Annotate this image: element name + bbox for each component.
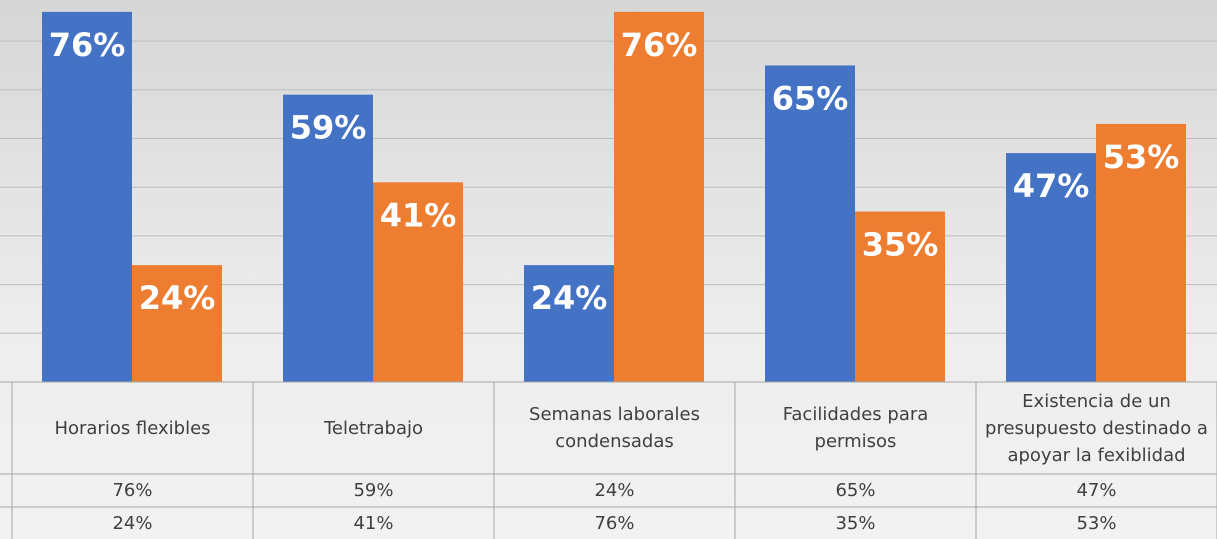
bar (373, 182, 463, 382)
data-label: 24% (139, 279, 216, 317)
table-category: Teletrabajo (323, 417, 424, 439)
data-label: 76% (49, 26, 126, 64)
bar (132, 265, 222, 382)
table-value: 59% (353, 480, 394, 501)
table-category: Semanas laborales condensadas (529, 404, 700, 452)
data-label: 76% (621, 26, 698, 64)
table-category: Existencia de un presupuesto destinado a… (985, 390, 1208, 466)
bar (283, 94, 373, 383)
bar (1006, 153, 1096, 382)
table-value: 35% (835, 512, 876, 534)
bar (765, 65, 855, 382)
table-value: 24% (594, 480, 635, 501)
table-value: 76% (112, 480, 153, 501)
bar (42, 11, 132, 382)
table-value: 76% (594, 512, 635, 534)
table-value: 47% (1076, 480, 1117, 501)
data-label: 53% (1103, 138, 1180, 176)
data-label: 41% (380, 196, 457, 234)
table-value: 41% (353, 512, 394, 534)
data-label: 47% (1013, 167, 1090, 205)
table-value: 24% (112, 512, 153, 534)
bar (1096, 123, 1186, 382)
table-value: 65% (835, 480, 876, 501)
data-label: 24% (531, 279, 608, 317)
table-category: Facilidades para permisos (782, 404, 929, 452)
data-label: 35% (862, 226, 939, 264)
data-label: 59% (290, 109, 367, 147)
table-category: Horarios flexibles (54, 417, 211, 439)
table-value: 53% (1076, 512, 1117, 534)
data-label: 65% (772, 79, 849, 117)
bar (524, 265, 614, 382)
bar (855, 211, 945, 382)
bar (614, 11, 704, 382)
